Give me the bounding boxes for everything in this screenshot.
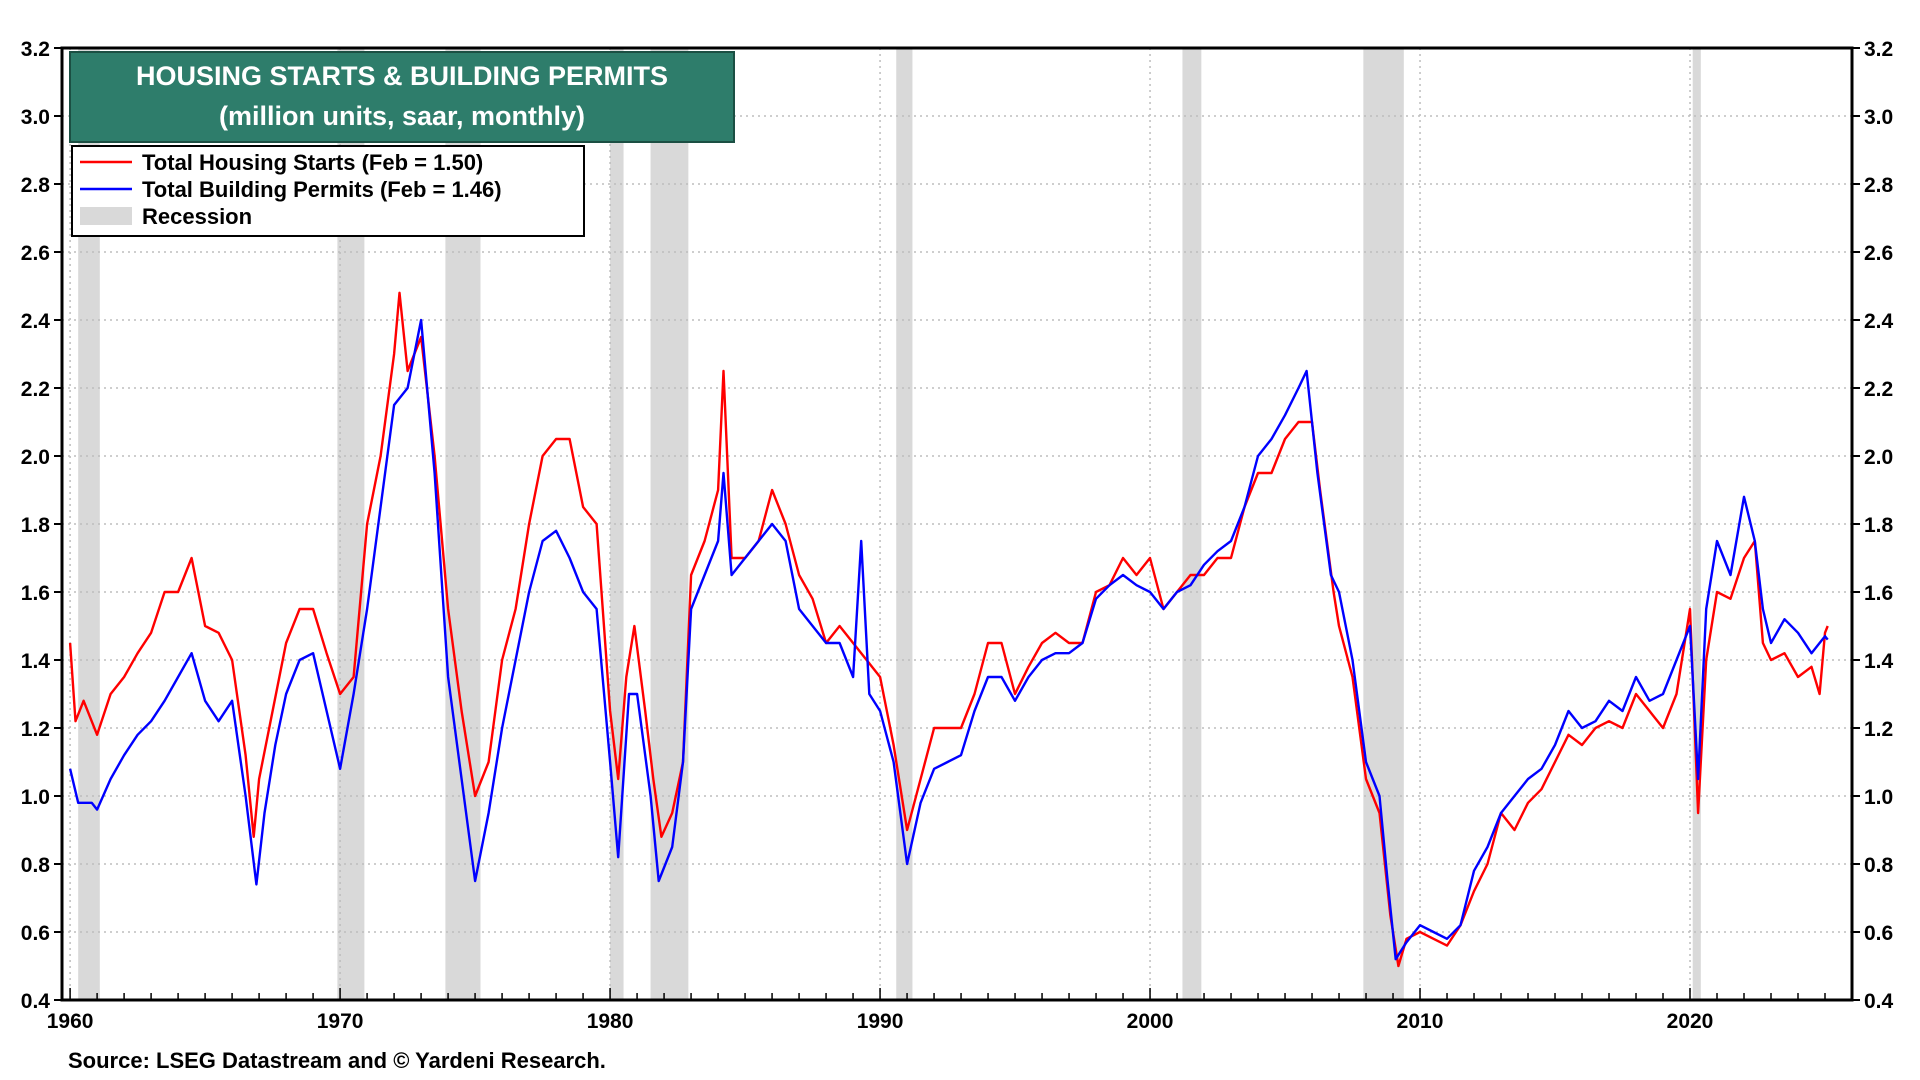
y-tick-label-left-13: 3.0 bbox=[21, 106, 50, 129]
y-tick-label-right-11: 2.6 bbox=[1864, 242, 1893, 265]
y-tick-label-right-5: 1.4 bbox=[1864, 650, 1894, 673]
series-line-1 bbox=[68, 318, 1829, 961]
y-tick-label-left-1: 0.6 bbox=[21, 922, 50, 945]
y-tick-label-right-13: 3.0 bbox=[1864, 106, 1893, 129]
y-tick-label-right-0: 0.4 bbox=[1864, 990, 1894, 1013]
y-tick-label-right-14: 3.2 bbox=[1864, 38, 1893, 61]
x-tick-label-3: 1990 bbox=[857, 1010, 904, 1033]
y-tick-label-right-3: 1.0 bbox=[1864, 786, 1893, 809]
y-tick-label-left-2: 0.8 bbox=[21, 854, 51, 877]
y-tick-label-left-11: 2.6 bbox=[21, 242, 50, 265]
series-line-0 bbox=[68, 291, 1829, 968]
y-tick-label-left-4: 1.2 bbox=[21, 718, 50, 741]
y-tick-label-left-8: 2.0 bbox=[21, 446, 50, 469]
y-tick-label-left-0: 0.4 bbox=[21, 990, 51, 1013]
x-tick-label-0: 1960 bbox=[47, 1010, 94, 1033]
y-tick-label-right-7: 1.8 bbox=[1864, 514, 1894, 537]
source-note: Source: LSEG Datastream and © Yardeni Re… bbox=[68, 1048, 606, 1073]
y-tick-label-left-14: 3.2 bbox=[21, 38, 50, 61]
recession-band-5 bbox=[896, 48, 913, 1000]
housing-chart: 0.4 0.6 0.8 1.0 1.2 1.4 1.6 1.8 2.0 2.2 2.4 2.6 2.8 3… bbox=[21, 38, 1894, 1033]
legend-label-permits: Total Building Permits (Feb = 1.46) bbox=[142, 177, 502, 202]
y-tick-label-left-3: 1.0 bbox=[21, 786, 50, 809]
y-tick-label-right-2: 0.8 bbox=[1864, 854, 1894, 877]
y-tick-label-right-4: 1.2 bbox=[1864, 718, 1893, 741]
y-tick-label-right-12: 2.8 bbox=[1864, 174, 1894, 197]
y-tick-label-left-10: 2.4 bbox=[21, 310, 51, 333]
y-axis-left: 0.4 0.6 0.8 1.0 1.2 1.4 1.6 1.8 2.0 2.2 2.4 2.6 2.8 3… bbox=[21, 38, 62, 1013]
legend-label-recession: Recession bbox=[142, 204, 252, 229]
chart-subtitle: (million units, saar, monthly) bbox=[219, 101, 585, 131]
chart-title: HOUSING STARTS & BUILDING PERMITS bbox=[136, 61, 668, 91]
x-tick-label-2: 1980 bbox=[587, 1010, 634, 1033]
x-tick-label-6: 2020 bbox=[1667, 1010, 1714, 1033]
y-tick-label-left-5: 1.4 bbox=[21, 650, 51, 673]
y-tick-label-left-9: 2.2 bbox=[21, 378, 50, 401]
x-axis: 1960 1970 1980 1990 2000 2010 2020 bbox=[47, 988, 1853, 1033]
title-box: HOUSING STARTS & BUILDING PERMITS (milli… bbox=[69, 51, 735, 143]
legend: Total Housing Starts (Feb = 1.50) Total … bbox=[71, 145, 585, 237]
y-axis-right: 0.4 0.6 0.8 1.0 1.2 1.4 1.6 1.8 2.0 2.2 2.4 2.6 2.8 3… bbox=[1852, 38, 1894, 1013]
series-lines bbox=[68, 291, 1829, 968]
y-tick-label-right-6: 1.6 bbox=[1864, 582, 1893, 605]
legend-swatch-recession bbox=[80, 207, 132, 225]
grid-lines bbox=[62, 47, 1852, 1001]
x-tick-label-1: 1970 bbox=[317, 1010, 364, 1033]
y-tick-label-right-1: 0.6 bbox=[1864, 922, 1893, 945]
y-tick-label-right-9: 2.2 bbox=[1864, 378, 1893, 401]
recession-band-0 bbox=[78, 48, 100, 1000]
x-tick-label-4: 2000 bbox=[1127, 1010, 1174, 1033]
recession-band-8 bbox=[1692, 48, 1701, 1000]
x-tick-label-5: 2010 bbox=[1397, 1010, 1444, 1033]
legend-label-starts: Total Housing Starts (Feb = 1.50) bbox=[142, 150, 483, 175]
y-tick-label-right-8: 2.0 bbox=[1864, 446, 1893, 469]
y-tick-label-left-7: 1.8 bbox=[21, 514, 51, 537]
y-tick-label-right-10: 2.4 bbox=[1864, 310, 1894, 333]
y-tick-label-left-6: 1.6 bbox=[21, 582, 50, 605]
y-tick-label-left-12: 2.8 bbox=[21, 174, 51, 197]
